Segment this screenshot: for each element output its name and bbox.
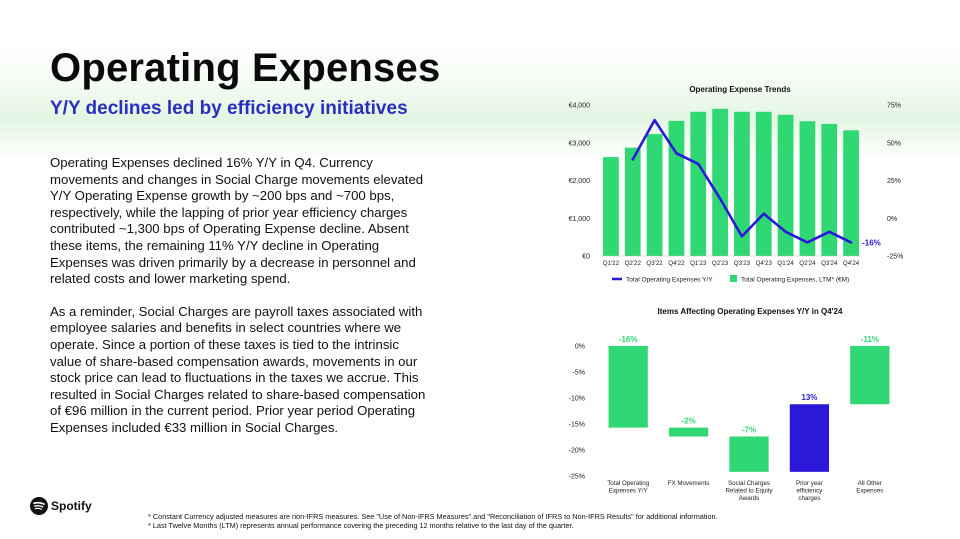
bar-value-label: 13% [801, 393, 817, 402]
opex-bar [843, 130, 859, 256]
y-tick-label: -10% [569, 396, 585, 403]
left-tick-label: €1,000 [569, 216, 591, 223]
opex-bar [734, 111, 750, 256]
bar-value-label: -11% [861, 335, 879, 344]
x-category-label: FX Movements [668, 480, 710, 487]
x-category-label: Social Charges Related to Equity Awards [725, 480, 773, 502]
right-tick-label: 25% [887, 178, 901, 185]
waterfall-bar [729, 436, 769, 472]
y-tick-label: -25% [569, 474, 585, 481]
chart-title: Items Affecting Operating Expenses Y/Y i… [658, 307, 843, 316]
right-tick-label: -25% [887, 254, 903, 261]
legend-line-label: Total Operating Expenses Y/Y [626, 277, 713, 284]
page-title: Operating Expenses [50, 46, 441, 90]
chart-title: Operating Expense Trends [689, 85, 791, 94]
y-tick-label: -15% [569, 422, 585, 429]
opex-bar [777, 114, 794, 256]
waterfall-bar [668, 427, 709, 437]
x-category-label: Total Operating Expenses Y/Y [607, 480, 650, 495]
paragraph-2: As a reminder, Social Charges are payrol… [50, 303, 426, 435]
opex-bar [755, 111, 772, 256]
x-tick-label: Q2'24 [799, 260, 816, 267]
right-tick-label: 50% [887, 140, 901, 147]
x-tick-label: Q2'23 [712, 260, 729, 267]
left-tick-label: €0 [582, 254, 590, 261]
y-tick-label: -20% [569, 448, 585, 455]
opex-bar [712, 108, 728, 257]
legend-bar-swatch [730, 275, 737, 282]
opex-bar [821, 123, 838, 256]
bar-value-label: -16% [619, 335, 638, 344]
x-tick-label: Q4'24 [843, 260, 860, 267]
waterfall-bar [789, 404, 830, 472]
x-tick-label: Q1'22 [603, 260, 620, 267]
opex-bar [603, 157, 619, 256]
logo-text: Spotify [51, 499, 92, 513]
x-tick-label: Q3'22 [646, 260, 663, 267]
last-point-label: -16% [862, 238, 881, 247]
yoy-line [631, 118, 853, 244]
x-tick-label: Q1'24 [777, 260, 794, 267]
bar-value-label: -2% [681, 417, 695, 426]
opex-bar [690, 111, 707, 256]
opex-bar [624, 147, 641, 256]
y-tick-label: -5% [573, 370, 585, 377]
bar-value-label: -7% [742, 425, 756, 434]
left-tick-label: €4,000 [569, 103, 591, 110]
opex-bar [799, 121, 816, 256]
opex-bar [668, 120, 685, 256]
page-subtitle: Y/Y declines led by efficiency initiativ… [50, 98, 408, 119]
x-tick-label: Q3'23 [734, 260, 751, 267]
y-tick-label: 0% [575, 344, 585, 351]
waterfall-bar [608, 346, 648, 428]
footnote-1: * Constant Currency adjusted measures ar… [148, 512, 718, 521]
x-tick-label: Q1'23 [690, 260, 707, 267]
body-text: Operating Expenses declined 16% Y/Y in Q… [50, 155, 430, 453]
x-tick-label: Q4'22 [668, 260, 685, 267]
spotify-icon [30, 497, 48, 515]
legend-bar-label: Total Operating Expenses, LTM* (€M) [741, 277, 849, 284]
right-tick-label: 75% [887, 103, 901, 110]
x-tick-label: Q3'24 [821, 260, 838, 267]
paragraph-1: Operating Expenses declined 16% Y/Y in Q… [50, 155, 424, 287]
left-tick-label: €3,000 [569, 140, 591, 147]
right-tick-label: 0% [887, 216, 897, 223]
x-tick-label: Q4'23 [756, 260, 773, 267]
left-tick-label: €2,000 [569, 178, 591, 185]
waterfall-bar [850, 346, 890, 405]
x-category-label: Prior year efficiency charges [796, 480, 823, 502]
opex-bar [646, 134, 663, 256]
spotify-logo: Spotify [30, 497, 92, 515]
x-category-label: All Other Expenses [856, 480, 883, 495]
footnote-2: * Last Twelve Months (LTM) represents an… [148, 521, 574, 530]
footnotes: * Constant Currency adjusted measures ar… [148, 512, 718, 530]
operating-expense-trends-chart: Operating Expense Trends €4,000 €3,000 €2,0… [569, 85, 904, 284]
items-affecting-opex-chart: Items Affecting Operating Expenses Y/Y i… [569, 307, 890, 502]
x-tick-label: Q2'22 [625, 260, 642, 267]
